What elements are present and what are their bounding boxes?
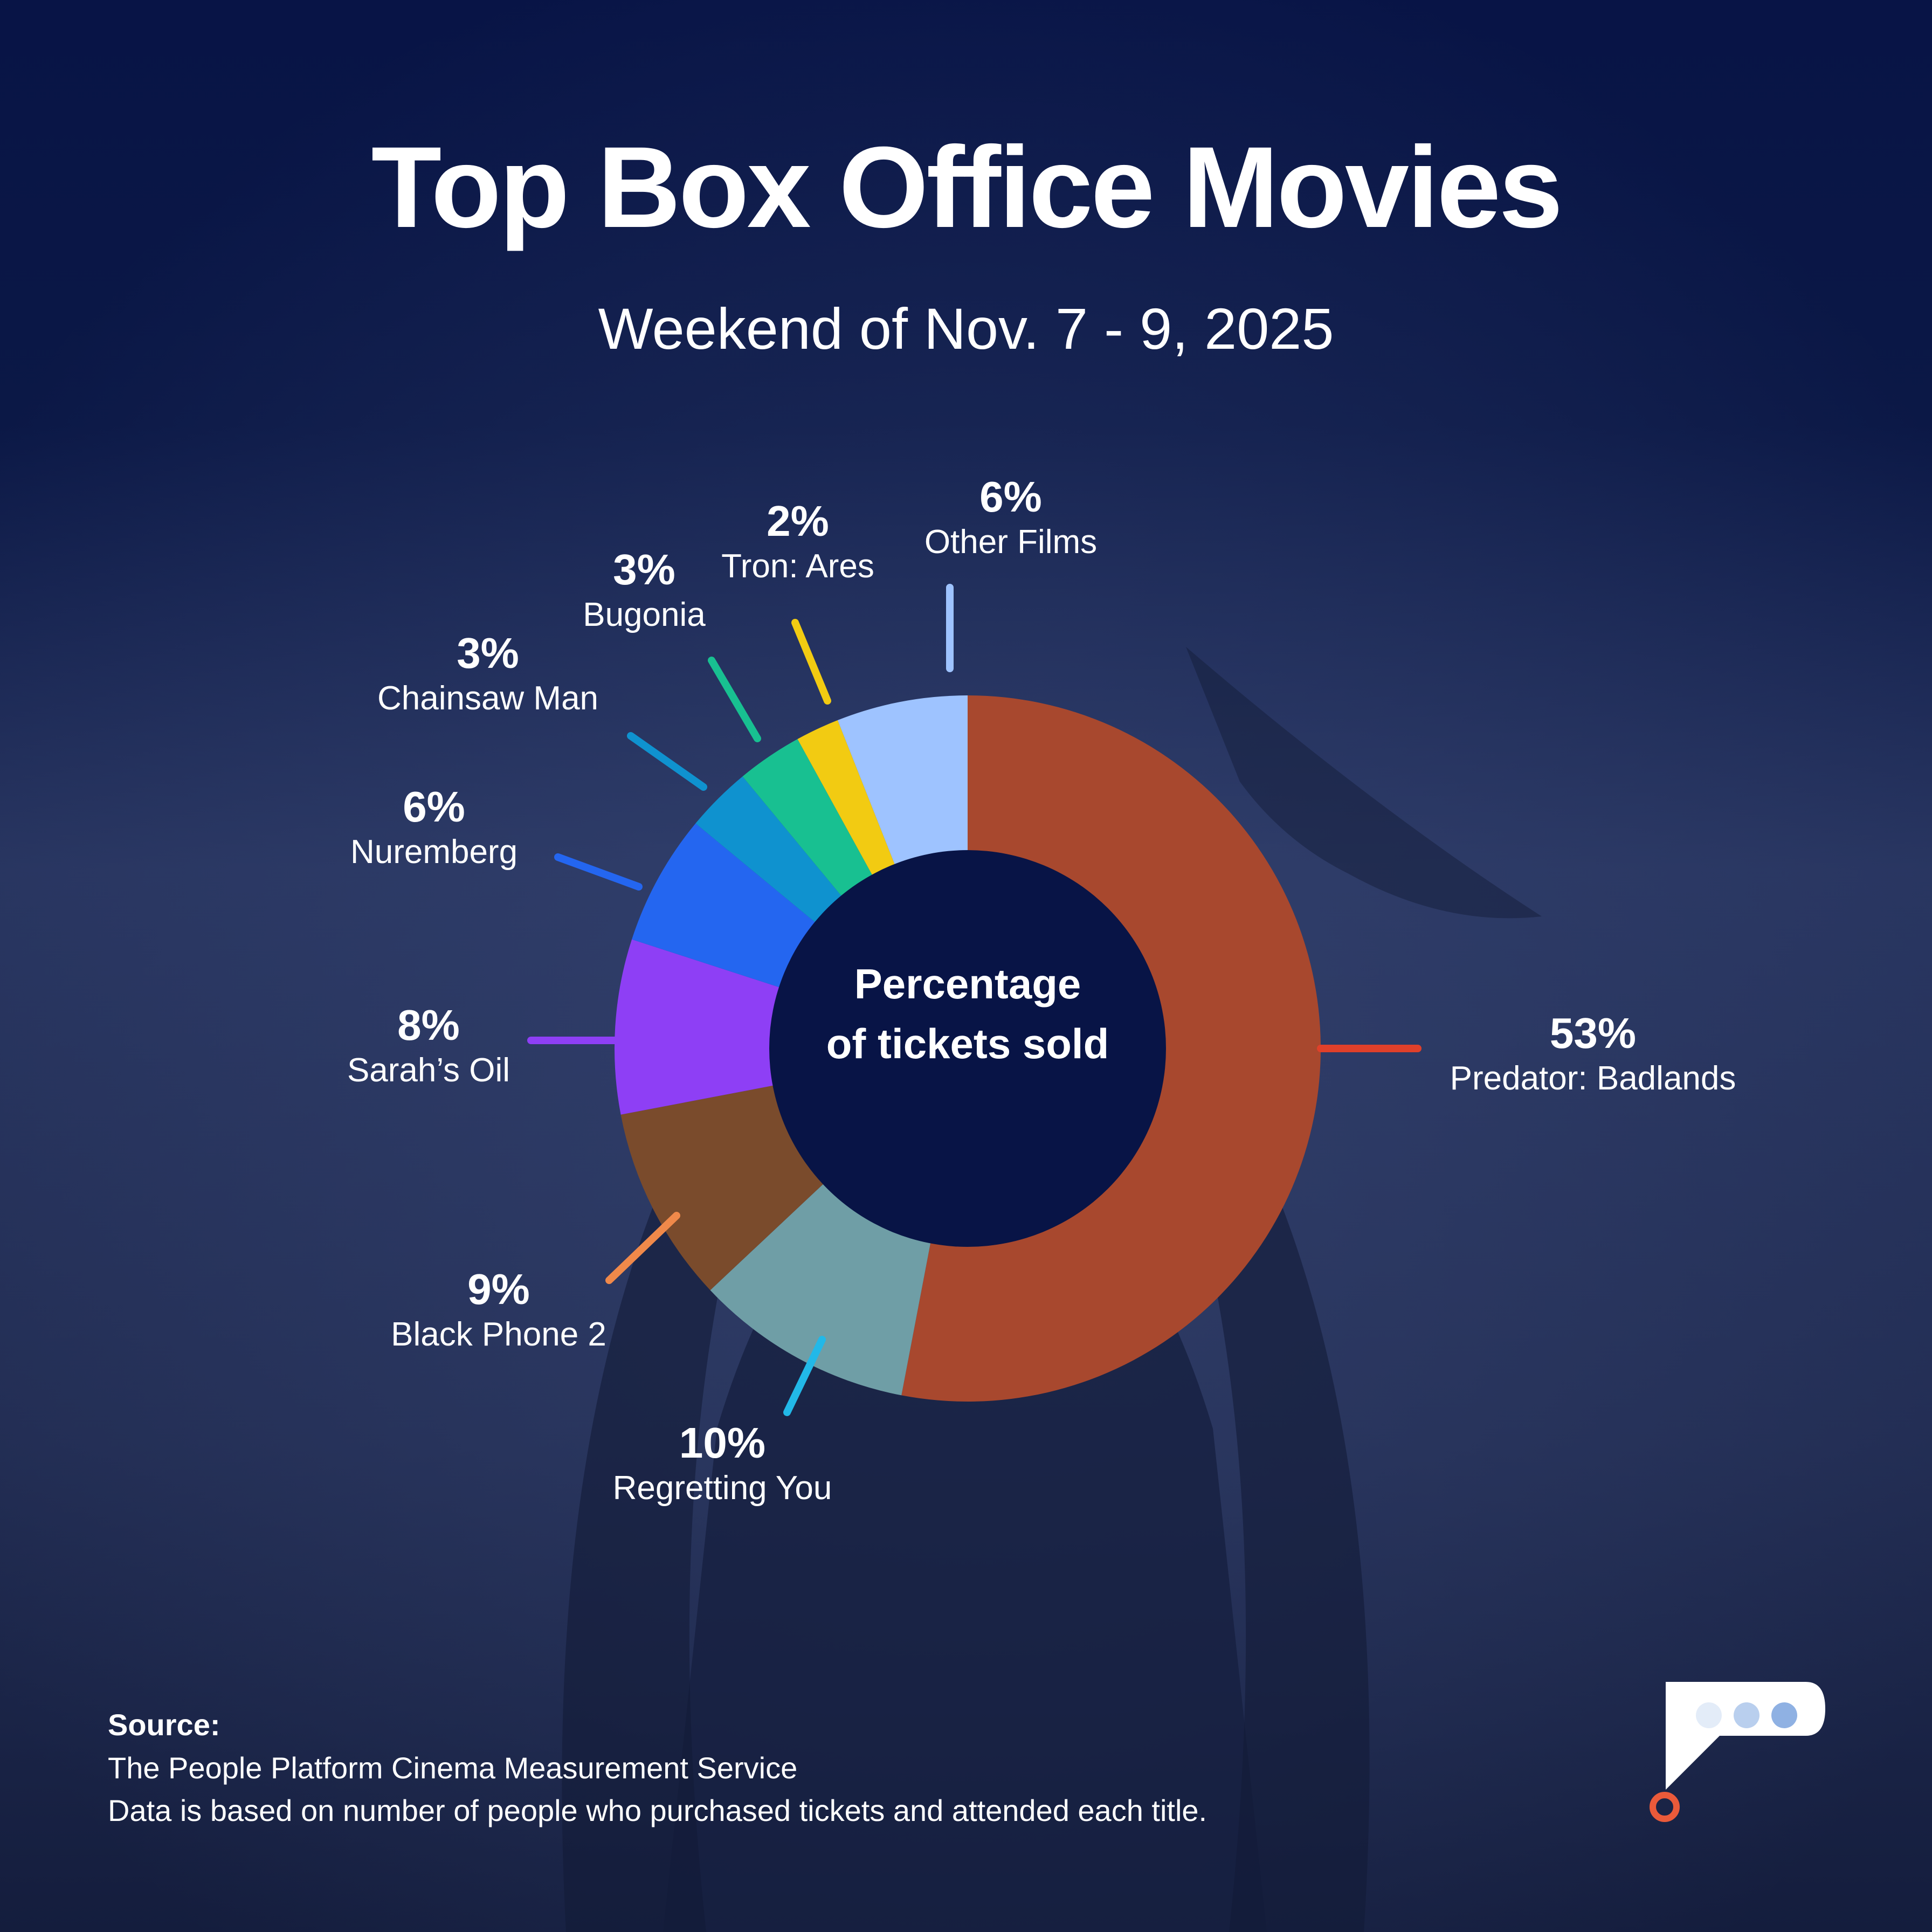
source-note: Source: The People Platform Cinema Measu… [108,1703,1563,1832]
chart-title: Top Box Office Movies [371,123,1563,252]
slice-name: Sarah’s Oil [347,1052,510,1089]
slice-name: Nuremberg [350,833,518,871]
slice-percent: 3% [613,546,675,594]
slice-name: Regretting You [612,1469,832,1507]
slice-label: 6% Other Films [924,472,1097,562]
slice-name: Black Phone 2 [391,1316,606,1354]
donut-hole [769,850,1166,1247]
slice-label: 3% Chainsaw Man [377,628,598,719]
leader-line [708,657,761,742]
leader-line [627,732,707,791]
slice-percent: 2% [767,497,829,545]
source-line-2: Data is based on number of people who pu… [108,1793,1208,1828]
slice-label: 53% Predator: Badlands [1450,1008,1736,1099]
brand-logo [1650,1682,1825,1822]
center-label-line-2: of tickets sold [826,1019,1109,1067]
slice-label: 6% Nuremberg [350,782,518,872]
slice-label: 2% Tron: Ares [721,496,874,586]
slice-percent: 6% [403,783,465,831]
slice-label: 10% Regretting You [613,1418,832,1508]
slice-percent: 53% [1549,1009,1637,1057]
source-line-1: The People Platform Cinema Measurement S… [108,1750,798,1785]
slice-percent: 9% [467,1265,530,1313]
slice-label: 3% Bugonia [583,544,706,635]
slice-name: Predator: Badlands [1450,1060,1736,1098]
leader-line [554,853,643,891]
slice-name: Other Films [924,523,1098,561]
leader-line [605,1212,680,1284]
slice-percent: 10% [679,1419,766,1467]
slice-name: Tron: Ares [721,548,874,585]
slice-percent: 3% [457,629,519,677]
slice-name: Bugonia [583,596,706,634]
source-heading: Source: [108,1708,220,1742]
slice-label: 8% Sarah’s Oil [347,1000,510,1091]
leader-line [791,619,831,705]
slice-label: 9% Black Phone 2 [391,1264,606,1355]
center-label: Percentage of tickets sold [771,954,1164,1074]
leader-line [783,1336,826,1416]
chart-subtitle: Weekend of Nov. 7 - 9, 2025 [598,296,1334,361]
slice-percent: 6% [979,473,1042,521]
leader-lines [527,584,1422,1416]
center-label-line-1: Percentage [854,960,1081,1008]
slice-name: Chainsaw Man [377,680,599,717]
slice-percent: 8% [397,1001,460,1049]
